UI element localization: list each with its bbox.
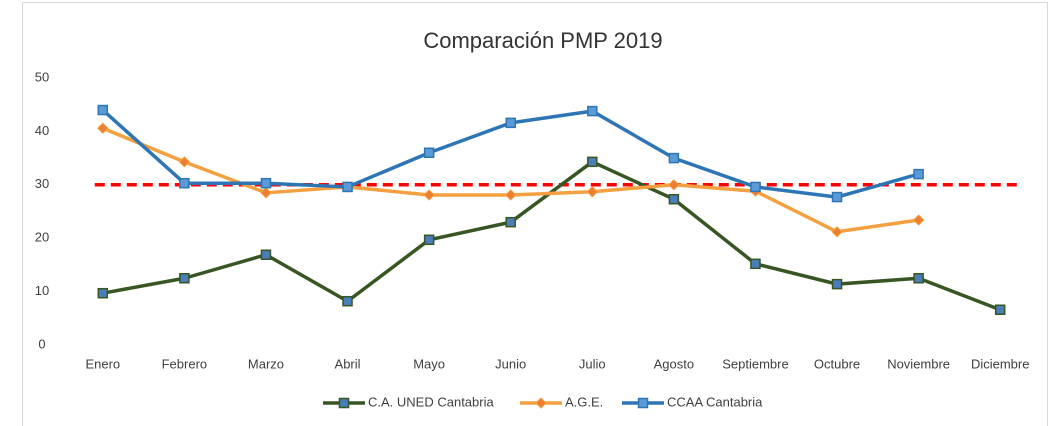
data-point [587,156,598,168]
y-tick-label: 50 [35,69,49,84]
y-tick-label: 20 [35,230,49,245]
data-point [423,234,435,246]
data-point [97,122,109,134]
x-tick-label: Noviembre [887,356,950,371]
data-point [831,278,843,290]
data-point [97,287,109,299]
x-tick-label: Enero [85,356,120,371]
data-point [505,189,517,201]
data-point [505,117,516,129]
data-point [831,191,843,203]
x-tick-label: Agosto [654,356,694,371]
data-point [179,273,190,284]
data-point [994,304,1006,316]
data-point [668,193,680,205]
legend-marker [338,397,350,409]
legend-marker [637,397,649,409]
data-point [750,258,761,270]
data-point [831,226,843,238]
data-point [423,189,435,201]
x-tick-label: Septiembre [722,356,788,371]
data-point [505,216,516,228]
x-tick-label: Mayo [413,356,445,371]
data-point [913,273,924,284]
data-point [912,214,925,226]
data-point [913,168,924,180]
data-point [178,156,191,168]
data-point [260,187,272,199]
data-point [260,249,272,261]
y-tick-label: 40 [35,123,49,138]
x-tick-label: Julio [579,356,606,371]
data-point [260,177,272,189]
data-point [668,179,680,191]
y-tick-label: 0 [38,336,45,351]
legend-label: C.A. UNED Cantabria [368,394,494,409]
data-point [668,152,680,164]
data-point [750,181,761,193]
data-point [179,177,190,189]
x-tick-label: Abril [335,356,361,371]
legend-label: CCAA Cantabria [667,394,763,409]
legend-marker [535,397,547,409]
data-point [342,181,353,193]
data-point [587,105,598,117]
data-point [342,295,353,307]
data-point [586,186,598,198]
data-point [423,147,435,159]
x-tick-label: Junio [495,356,526,371]
chart-title: Comparación PMP 2019 [423,28,662,53]
chart-border [22,2,1048,426]
x-tick-label: Octubre [814,356,860,371]
data-point [97,104,109,116]
series-line [102,126,919,234]
y-tick-label: 10 [35,283,49,298]
x-tick-label: Diciembre [971,356,1030,371]
y-tick-label: 30 [35,176,49,191]
legend-label: A.G.E. [565,394,603,409]
x-tick-label: Marzo [248,356,284,371]
x-tick-label: Febrero [162,356,208,371]
